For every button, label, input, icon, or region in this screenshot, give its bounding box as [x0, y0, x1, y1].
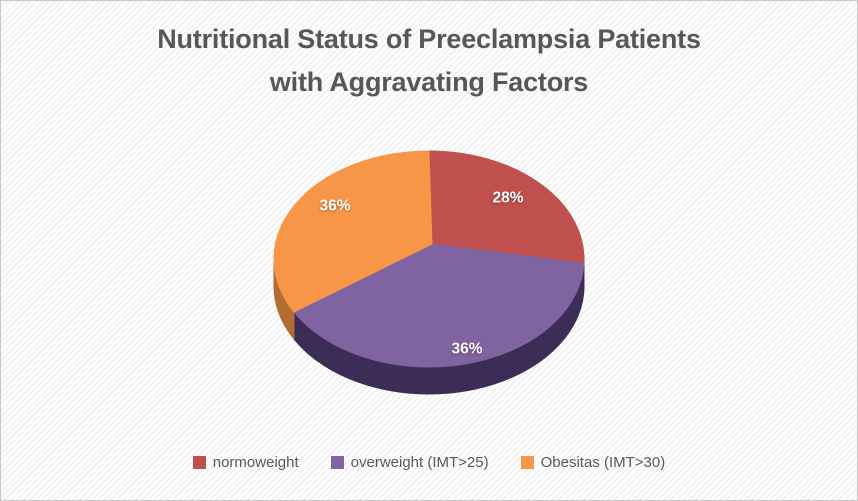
legend-item-obesitas[interactable]: Obesitas (IMT>30): [520, 454, 666, 471]
legend-swatch-normoweight: [192, 456, 206, 469]
pie-slice-obesitas-imt-30[interactable]: [273, 150, 433, 313]
pie-slice-overweight-imt-25[interactable]: [293, 243, 585, 368]
pie-data-label-obesitas-imt-30: 36%: [319, 198, 350, 215]
legend-label-normoweight: normoweight: [212, 454, 299, 471]
legend-swatch-obesitas: [520, 456, 534, 469]
chart-title-line1: Nutritional Status of Preeclampsia Patie…: [157, 24, 701, 54]
legend-item-overweight[interactable]: overweight (IMT>25): [330, 454, 489, 471]
legend-swatch-overweight: [330, 456, 344, 469]
pie-slice-normoweight[interactable]: [428, 150, 585, 265]
legend-item-normoweight[interactable]: normoweight: [192, 454, 299, 471]
chart-title: Nutritional Status of Preeclampsia Patie…: [1, 18, 857, 104]
legend-label-overweight: overweight (IMT>25): [350, 454, 489, 471]
chart-legend: normoweight overweight (IMT>25) Obesitas…: [1, 454, 857, 471]
chart-title-line2: with Aggravating Factors: [269, 67, 589, 97]
pie-data-label-overweight-imt-25: 36%: [451, 341, 482, 358]
legend-label-obesitas: Obesitas (IMT>30): [540, 454, 666, 471]
pie-data-label-normoweight: 28%: [492, 190, 523, 207]
